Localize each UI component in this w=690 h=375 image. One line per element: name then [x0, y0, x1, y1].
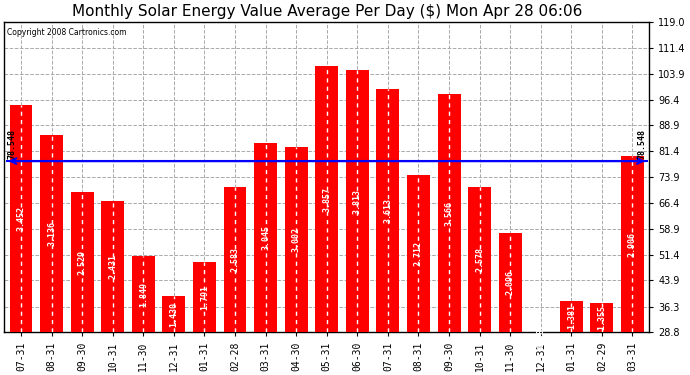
Bar	[407, 175, 430, 332]
Bar	[560, 301, 583, 332]
Text: 3.566: 3.566	[444, 201, 453, 226]
Bar	[468, 188, 491, 332]
Bar	[101, 201, 124, 332]
Text: 3.813: 3.813	[353, 189, 362, 214]
Text: 1.355: 1.355	[598, 305, 607, 330]
Text: 1.430: 1.430	[169, 302, 178, 327]
Text: 1.849: 1.849	[139, 282, 148, 307]
Text: 1.791: 1.791	[200, 285, 209, 310]
Text: 3.045: 3.045	[261, 225, 270, 250]
Bar	[529, 332, 552, 338]
Bar	[346, 70, 368, 332]
Bar	[591, 303, 613, 332]
Text: 2.712: 2.712	[414, 241, 423, 266]
Text: 3.613: 3.613	[384, 198, 393, 223]
Bar	[285, 147, 308, 332]
Bar	[10, 105, 32, 332]
Text: Copyright 2008 Cartronics.com: Copyright 2008 Cartronics.com	[8, 28, 127, 37]
Bar	[224, 187, 246, 332]
Text: 3.857: 3.857	[322, 187, 331, 212]
Text: 2.096: 2.096	[506, 270, 515, 295]
Text: 0.987: 0.987	[536, 323, 545, 348]
Text: 2.583: 2.583	[230, 247, 239, 272]
Bar	[377, 89, 400, 332]
Text: 3.002: 3.002	[292, 227, 301, 252]
Bar	[315, 66, 338, 332]
Text: 2.578: 2.578	[475, 248, 484, 272]
Text: 3.136: 3.136	[47, 221, 56, 246]
Text: 1.381: 1.381	[567, 304, 576, 329]
Bar	[70, 192, 94, 332]
Bar	[437, 94, 460, 332]
Bar	[499, 233, 522, 332]
Text: 2.529: 2.529	[78, 250, 87, 275]
Bar	[162, 296, 186, 332]
Text: 2.431: 2.431	[108, 254, 117, 279]
Bar	[193, 262, 216, 332]
Bar	[621, 156, 644, 332]
Text: 2.906: 2.906	[628, 232, 637, 257]
Bar	[254, 143, 277, 332]
Text: 78.548: 78.548	[638, 129, 647, 159]
Bar	[132, 256, 155, 332]
Bar	[40, 135, 63, 332]
Text: 3.452: 3.452	[17, 206, 26, 231]
Text: 78.548: 78.548	[7, 129, 17, 159]
Title: Monthly Solar Energy Value Average Per Day ($) Mon Apr 28 06:06: Monthly Solar Energy Value Average Per D…	[72, 4, 582, 19]
